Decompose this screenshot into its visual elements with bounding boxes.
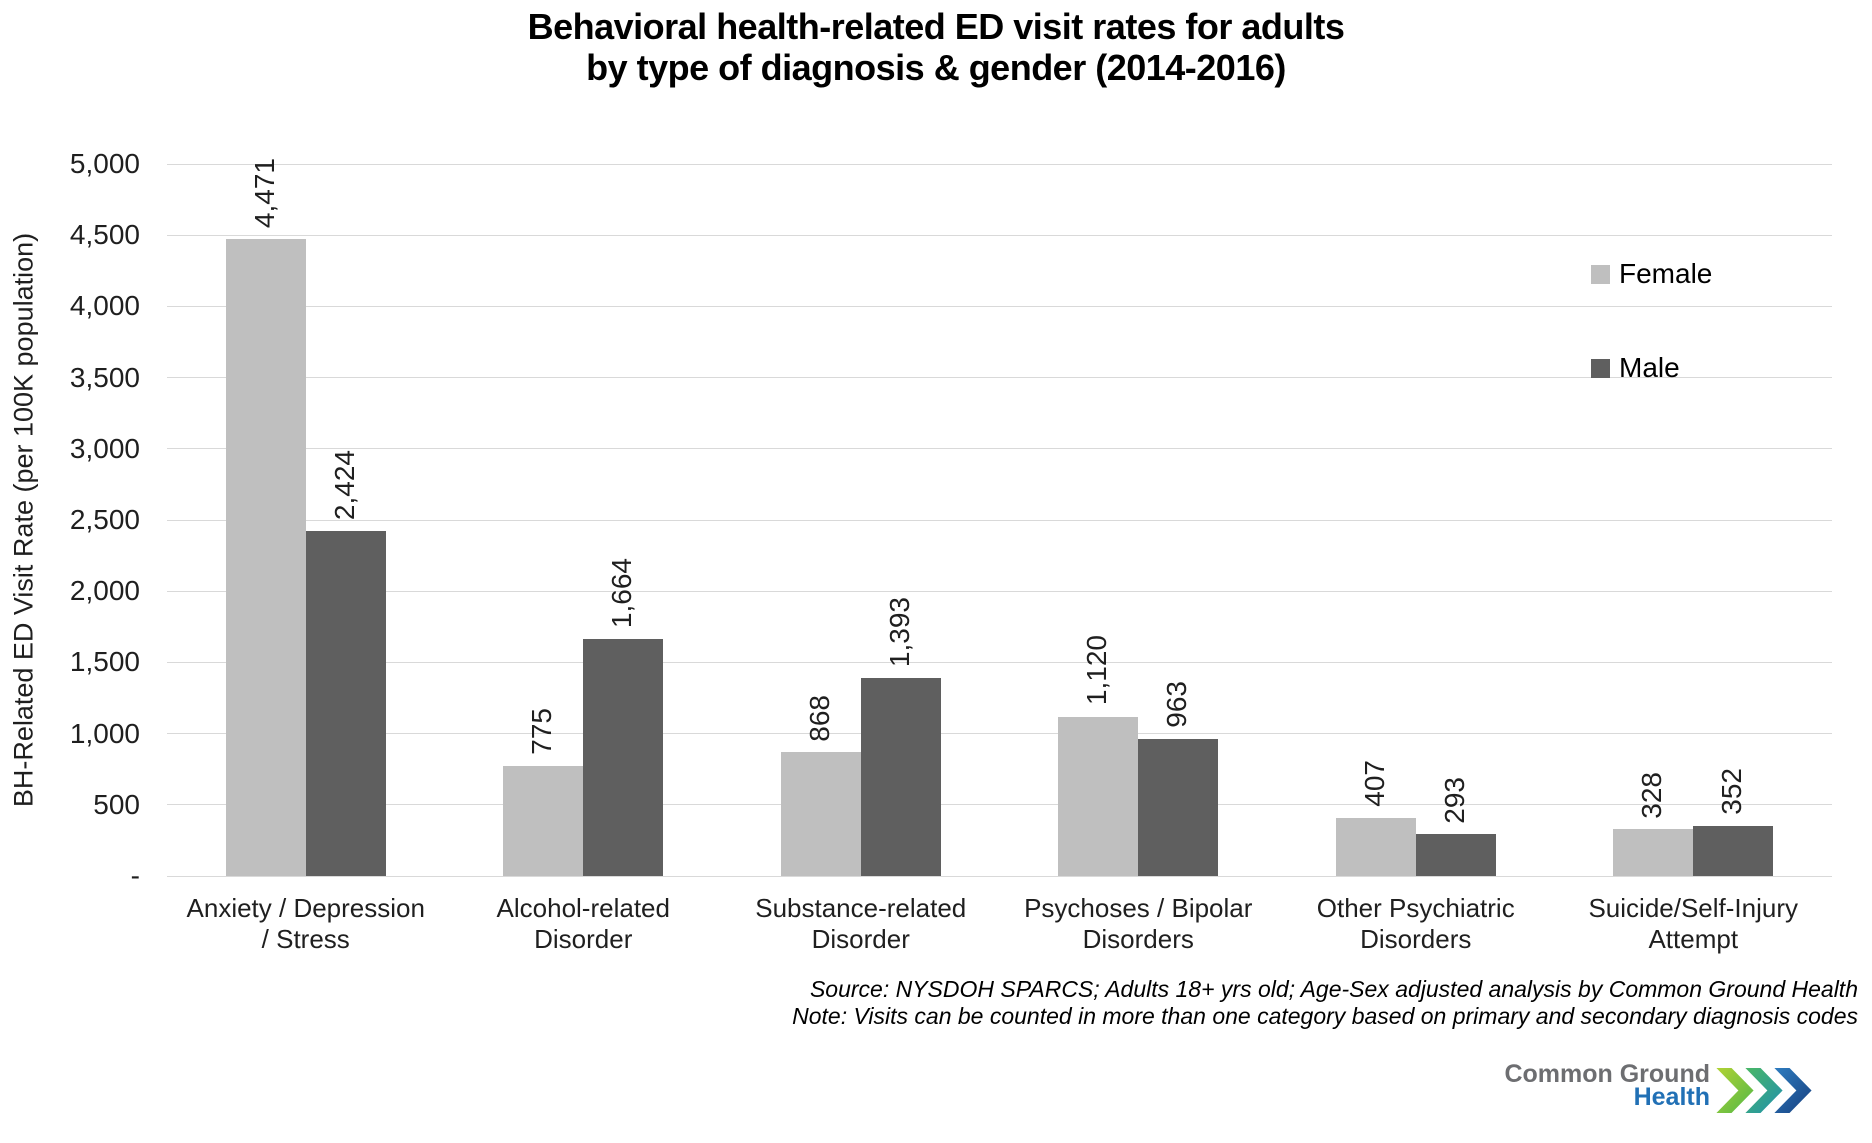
category-label-1: Alcohol-related Disorder (496, 893, 670, 954)
y-tick-label: 500 (93, 788, 140, 820)
value-label-female-1: 775 (526, 707, 558, 755)
logo-line1: Common Ground (1504, 1060, 1710, 1088)
gridline (167, 234, 1832, 236)
value-label-female-5: 328 (1636, 771, 1668, 819)
bar-female-3 (1058, 716, 1139, 876)
chart-title-line1: Behavioral health-related ED visit rates… (527, 6, 1345, 47)
value-label-male-2: 1,393 (883, 596, 915, 667)
gridline (167, 377, 1832, 379)
value-label-female-4: 407 (1358, 760, 1390, 808)
legend-item-female: Female (1591, 257, 1712, 291)
category-label-0: Anxiety / Depression / Stress (186, 893, 425, 954)
logo-line2: Health (1633, 1083, 1710, 1111)
value-label-female-0: 4,471 (248, 158, 280, 229)
footnote: Source: NYSDOH SPARCS; Adults 18+ yrs ol… (792, 976, 1858, 1030)
y-tick-label: 4,500 (69, 219, 140, 251)
y-tick-label: 2,000 (69, 575, 140, 607)
gridline (167, 733, 1832, 735)
y-tick-label: 4,000 (69, 290, 140, 322)
y-tick-label: 2,500 (69, 504, 140, 535)
value-label-male-3: 963 (1161, 681, 1193, 728)
category-label-4: Other Psychiatric Disorders (1316, 893, 1515, 954)
y-tick-label: 5,000 (69, 148, 140, 179)
category-label-5: Suicide/Self-Injury Attempt (1588, 893, 1799, 954)
gridline (167, 590, 1832, 592)
chart-title: Behavioral health-related ED visit rates… (0, 6, 1872, 88)
logo-wordmark: Common Ground Health (1504, 1060, 1710, 1111)
y-axis-tick-labels: - 500 1,000 1,500 2,000 2,500 3,000 3,500 4,000 4… (0, 0, 140, 1143)
bar-male-5 (1693, 825, 1774, 876)
gridline (167, 163, 1832, 165)
value-label-male-5: 352 (1716, 768, 1748, 815)
y-tick-label: 1,500 (69, 646, 140, 678)
bar-female-0 (225, 239, 306, 876)
chart-title-line2: by type of diagnosis & gender (2014-2016… (586, 47, 1286, 88)
gridline (167, 804, 1832, 806)
bar-male-1 (583, 639, 664, 876)
legend-item-male: Male (1591, 351, 1680, 385)
logo-chevrons-icon (1712, 1066, 1815, 1115)
y-tick-label: 3,500 (69, 361, 140, 393)
male-legend-label: Male (1619, 352, 1680, 383)
bar-male-3 (1138, 738, 1219, 876)
y-tick-label: 1,000 (69, 717, 140, 749)
y-tick-label: - (130, 860, 140, 891)
bar-female-1 (503, 765, 584, 876)
category-label-3: Psychoses / Bipolar Disorders (1024, 893, 1253, 954)
female-legend-swatch (1591, 264, 1610, 284)
gridline (167, 448, 1832, 450)
male-legend-swatch (1591, 358, 1610, 378)
value-label-female-3: 1,120 (1081, 635, 1113, 706)
plot-area: 4,471 2,424 775 1,664 868 1,393 1,120 963 407 293… (167, 158, 1832, 877)
bar-male-2 (860, 677, 941, 876)
y-tick-label: 3,000 (69, 432, 140, 464)
gridline (167, 661, 1832, 663)
bar-female-4 (1335, 818, 1416, 876)
bar-male-4 (1415, 834, 1496, 876)
value-label-male-1: 1,664 (606, 557, 638, 629)
female-legend-label: Female (1619, 258, 1713, 289)
bar-female-2 (780, 752, 861, 876)
category-label-2: Substance-related Disorder (755, 893, 967, 954)
bar-female-5 (1613, 829, 1694, 876)
value-label-female-2: 868 (803, 694, 835, 742)
gridline (167, 875, 1832, 877)
bar-male-0 (305, 530, 386, 876)
footnote-source: Source: NYSDOH SPARCS; Adults 18+ yrs ol… (809, 976, 1858, 1002)
value-label-male-4: 293 (1438, 776, 1470, 824)
footnote-note: Note: Visits can be counted in more than… (792, 1003, 1858, 1029)
gridline (167, 519, 1832, 521)
gridline (167, 305, 1832, 307)
value-label-male-0: 2,424 (328, 449, 360, 520)
